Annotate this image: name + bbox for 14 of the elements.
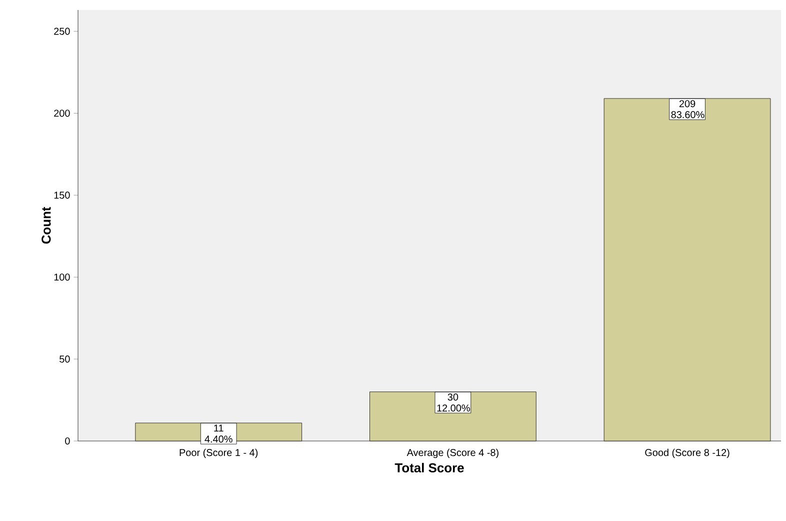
y-tick-label: 150 (54, 192, 70, 199)
y-tick-label: 200 (54, 110, 70, 117)
y-axis-title: Count (42, 206, 51, 244)
data-label: 209 83.60% (671, 100, 704, 118)
x-tick-label: Average (Score 4 -8) (406, 448, 498, 458)
x-tick-label: Poor (Score 1 - 4) (180, 448, 258, 458)
data-label: 30 12.00% (437, 394, 470, 412)
y-tick-label: 100 (54, 274, 70, 281)
y-tick-label: 50 (60, 356, 70, 363)
y-tick-label: 250 (54, 28, 70, 35)
x-tick-label: Good (Score 8 -12) (645, 448, 730, 458)
data-label: 11 4.40% (204, 424, 232, 443)
x-axis-title: Total Score (394, 462, 464, 472)
y-tick-label: 0 (65, 437, 70, 445)
